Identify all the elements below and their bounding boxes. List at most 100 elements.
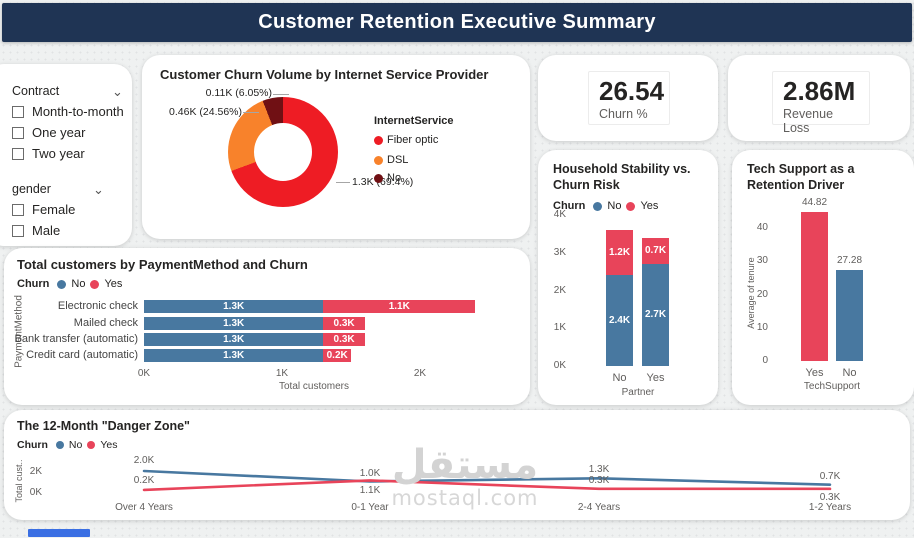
chevron-down-icon[interactable]: ⌄ <box>93 182 104 197</box>
column-plot: 40 30 20 10 0 44.82 Yes 27.28 No <box>732 150 914 405</box>
legend-dot-icon <box>593 201 603 211</box>
bar-segment-yes[interactable] <box>323 333 365 346</box>
leader-line <box>273 94 289 95</box>
donut-label-dsl: 0.46K (24.56%) <box>169 106 242 118</box>
kpi-value: 2.86M <box>783 76 856 106</box>
checkbox[interactable] <box>12 203 24 216</box>
page-title: Customer Retention Executive Summary <box>258 11 656 33</box>
legend-item-dsl[interactable]: DSL <box>374 154 408 166</box>
x-axis-title: Partner <box>621 387 655 398</box>
checkbox[interactable] <box>12 105 24 118</box>
x-category-label: Yes <box>805 367 824 379</box>
x-category-label: No <box>842 367 857 379</box>
row-category-label: Credit card (automatic) <box>26 349 138 361</box>
filter-option-one-year[interactable]: One year <box>12 125 85 140</box>
legend-dot-icon <box>90 279 100 289</box>
bar-segment-yes[interactable] <box>642 237 669 265</box>
bar-segment-no[interactable] <box>144 317 324 330</box>
kpi-label: Revenue Loss <box>783 107 834 136</box>
line-series-no[interactable] <box>142 469 832 486</box>
x-category-label: No <box>612 372 627 384</box>
checkbox[interactable] <box>12 126 24 139</box>
chart-title: Customer Churn Volume by Internet Servic… <box>160 67 489 82</box>
churn-by-internet-service-card: Customer Churn Volume by Internet Servic… <box>142 55 530 239</box>
y-tick: 4K <box>553 209 566 220</box>
point-value-label: 0.2K <box>133 474 155 486</box>
stacked-bar-plot: Electronic check 1.3K 1.1K Mailed check 1.3K… <box>4 248 530 405</box>
legend-dot-icon <box>374 155 383 165</box>
legend-dot-icon <box>57 279 67 289</box>
stacked-column-plot: 4K 3K 2K 1K 0K 2.4K 1.2K No 2.7K 0.7K Yes <box>538 150 718 405</box>
bar-segment-yes[interactable] <box>323 349 351 362</box>
chevron-down-icon[interactable]: ⌄ <box>112 84 123 99</box>
checkbox[interactable] <box>12 224 24 237</box>
filter-option-month-to-month[interactable]: Month-to-month <box>12 104 124 119</box>
kpi-revenue-loss-card: 2.86M Revenue Loss <box>728 55 910 141</box>
point-value-label: 0.3K <box>588 474 610 486</box>
row-category-label: Mailed check <box>73 317 138 329</box>
dashboard-header: Customer Retention Executive Summary <box>2 3 912 42</box>
bar-segment-yes[interactable] <box>323 317 365 330</box>
x-category-label: 2-4 Years <box>577 502 621 513</box>
x-tick: 2K <box>413 368 427 379</box>
legend-item-fiber-optic[interactable]: Fiber optic <box>374 134 438 146</box>
kpi-churn-card: 26.54 Churn % <box>538 55 718 141</box>
bar-segment-no[interactable] <box>144 333 324 346</box>
filter-option-female[interactable]: Female <box>12 202 75 217</box>
kpi-value: 26.54 <box>599 76 665 106</box>
chart-title: Total customers by PaymentMethod and Chu… <box>17 257 308 272</box>
donut-label-no: 0.11K (6.05%) <box>205 87 272 99</box>
y-tick: 0K <box>29 487 42 498</box>
y-tick: 10 <box>756 321 768 333</box>
bar-value-label: 44.82 <box>801 196 828 208</box>
filter-panel: Contract ⌄ Month-to-month One year Two y… <box>0 64 132 246</box>
kpi-label: Churn % <box>599 107 648 122</box>
bar-segment-yes[interactable] <box>323 300 476 313</box>
bar-value-label: 27.28 <box>836 255 863 267</box>
x-category-label: 0-1 Year <box>351 502 389 513</box>
bar-segment-no[interactable] <box>606 275 633 366</box>
bar-no[interactable] <box>836 270 863 361</box>
point-value-label: 1.1K <box>359 485 381 497</box>
filter-contract-label: Contract <box>12 84 60 98</box>
x-tick: 0K <box>137 368 151 379</box>
bar-segment-no[interactable] <box>642 264 669 366</box>
y-tick: 1K <box>553 322 566 334</box>
chart-legend: Churn No Yes <box>553 200 659 212</box>
page-scrollbar-thumb[interactable] <box>28 529 90 537</box>
chart-title: Tech Support as a Retention Driver <box>747 162 855 192</box>
bar-yes[interactable] <box>801 211 828 361</box>
bar-segment-no[interactable] <box>144 349 324 362</box>
y-tick: 2K <box>29 466 42 477</box>
chart-title: The 12-Month "Danger Zone" <box>17 419 190 433</box>
legend-dot-icon <box>374 173 383 183</box>
filter-option-male[interactable]: Male <box>12 223 60 238</box>
x-axis-title: Total customers <box>278 381 350 392</box>
kpi-box: 26.54 Churn % <box>588 71 670 125</box>
checkbox[interactable] <box>12 147 24 160</box>
x-category-label: Yes <box>646 372 665 384</box>
bar-segment-yes[interactable] <box>606 230 633 276</box>
bar-segment-no[interactable] <box>144 300 324 313</box>
y-tick: 20 <box>756 288 768 300</box>
y-tick: 30 <box>756 255 768 267</box>
payment-method-card: Total customers by PaymentMethod and Chu… <box>4 248 530 405</box>
legend-title: InternetService <box>374 115 454 127</box>
donut-chart[interactable] <box>228 97 338 207</box>
row-category-label: Bank transfer (automatic) <box>14 333 139 345</box>
x-tick: 1K <box>275 368 289 379</box>
filter-gender-label: gender <box>12 182 51 196</box>
point-value-label: 2.0K <box>133 455 155 466</box>
row-category-label: Electronic check <box>57 300 138 312</box>
filter-option-two-year[interactable]: Two year <box>12 146 85 161</box>
chart-legend: Churn No Yes <box>17 439 118 451</box>
legend-dot-icon <box>87 441 96 449</box>
point-value-label: 0.7K <box>819 470 841 482</box>
legend-item-no[interactable]: No <box>374 172 401 184</box>
household-stability-card: Household Stability vs. Churn Risk Churn… <box>538 150 718 405</box>
kpi-box: 2.86M Revenue Loss <box>772 71 870 135</box>
tech-support-card: Tech Support as a Retention Driver Avera… <box>732 150 914 405</box>
point-value-label: 1.0K <box>359 467 381 479</box>
line-series-yes[interactable] <box>142 479 832 492</box>
